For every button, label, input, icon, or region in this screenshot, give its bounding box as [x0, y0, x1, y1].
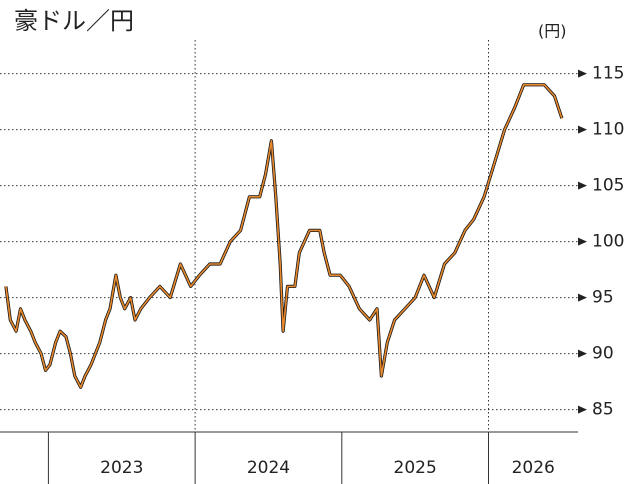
chart-title: 豪ドル／円: [14, 7, 134, 35]
y-tick: [578, 125, 587, 134]
y-tick-label: 115: [592, 64, 624, 84]
price-line: [5, 84, 563, 388]
x-tick-label: 2026: [512, 458, 555, 478]
y-tick: [578, 293, 587, 302]
y-tick: [578, 69, 587, 78]
y-tick-label: 85: [592, 400, 614, 420]
y-tick: [578, 237, 587, 246]
y-tick: [578, 405, 587, 414]
y-tick: [578, 181, 587, 190]
y-tick-label: 110: [592, 120, 624, 140]
y-tick-label: 90: [592, 344, 614, 364]
y-tick-label: 105: [592, 176, 624, 196]
y-tick-label: 100: [592, 232, 624, 252]
x-tick-label: 2025: [394, 458, 437, 478]
x-tick-label: 2023: [100, 458, 143, 478]
y-tick-label: 95: [592, 288, 614, 308]
price-line-shadow: [4, 83, 564, 389]
y-unit-label: (円): [538, 22, 567, 41]
x-tick-label: 2024: [247, 458, 290, 478]
y-tick: [578, 349, 587, 358]
